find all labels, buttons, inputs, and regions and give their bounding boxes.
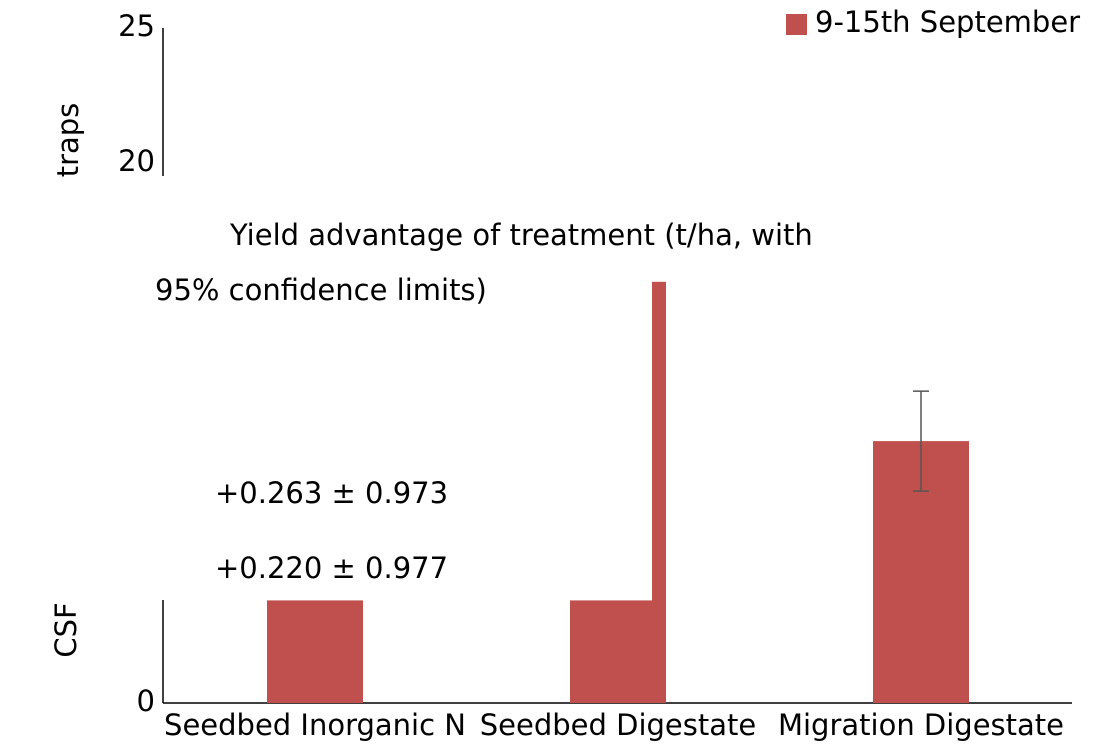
y-tick-label: 25 (118, 9, 155, 43)
bar (570, 600, 666, 703)
y-axis-label: traps (51, 103, 85, 178)
bar (652, 281, 666, 703)
x-tick-label: Migration Digestate (778, 708, 1064, 742)
legend-label: 9-15th September (815, 5, 1080, 39)
x-tick-label: Seedbed Inorganic N (164, 708, 466, 742)
x-tick-label: Seedbed Digestate (480, 708, 756, 742)
annotation: +0.263 ± 0.973 (215, 476, 448, 510)
legend-swatch (786, 14, 807, 35)
title-line: 95% confidence limits) (155, 273, 487, 307)
y-axis-label: CSF (49, 602, 83, 657)
y-tick-label: 0 (137, 684, 155, 718)
title-line: Yield advantage of treatment (t/ha, with (229, 218, 813, 252)
annotation: +0.220 ± 0.977 (215, 551, 448, 585)
bar (267, 600, 363, 703)
y-tick-label: 20 (118, 144, 155, 178)
